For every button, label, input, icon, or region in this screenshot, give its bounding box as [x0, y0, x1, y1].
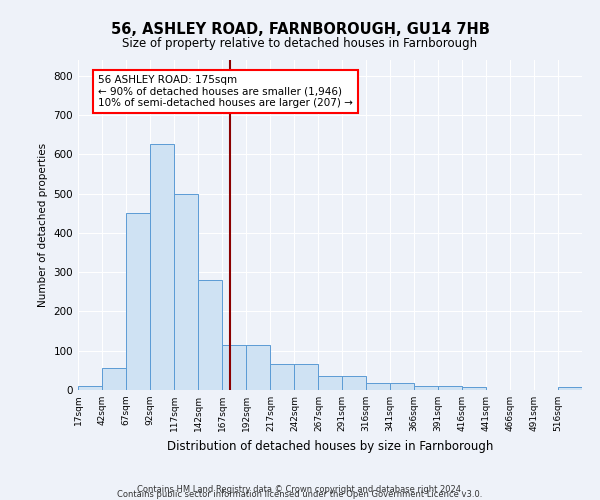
Bar	[102, 368, 126, 390]
Text: 56, ASHLEY ROAD, FARNBOROUGH, GU14 7HB: 56, ASHLEY ROAD, FARNBOROUGH, GU14 7HB	[110, 22, 490, 38]
Bar	[222, 345, 247, 390]
Bar	[462, 387, 486, 390]
Bar	[198, 280, 222, 390]
Bar	[558, 387, 582, 390]
Bar	[341, 376, 365, 390]
Bar	[126, 213, 150, 390]
Text: Contains public sector information licensed under the Open Government Licence v3: Contains public sector information licen…	[118, 490, 482, 499]
Text: 56 ASHLEY ROAD: 175sqm
← 90% of detached houses are smaller (1,946)
10% of semi-: 56 ASHLEY ROAD: 175sqm ← 90% of detached…	[98, 75, 353, 108]
Text: Contains HM Land Registry data © Crown copyright and database right 2024.: Contains HM Land Registry data © Crown c…	[137, 485, 463, 494]
Bar	[174, 194, 198, 390]
Bar	[295, 364, 319, 390]
Bar	[389, 383, 413, 390]
Bar	[78, 386, 102, 390]
Bar	[413, 386, 438, 390]
Bar	[319, 376, 343, 390]
Bar	[247, 345, 271, 390]
Y-axis label: Number of detached properties: Number of detached properties	[38, 143, 48, 307]
Bar	[271, 364, 295, 390]
Bar	[365, 383, 389, 390]
Text: Size of property relative to detached houses in Farnborough: Size of property relative to detached ho…	[122, 38, 478, 51]
Bar	[438, 386, 462, 390]
Bar	[150, 144, 174, 390]
X-axis label: Distribution of detached houses by size in Farnborough: Distribution of detached houses by size …	[167, 440, 493, 452]
